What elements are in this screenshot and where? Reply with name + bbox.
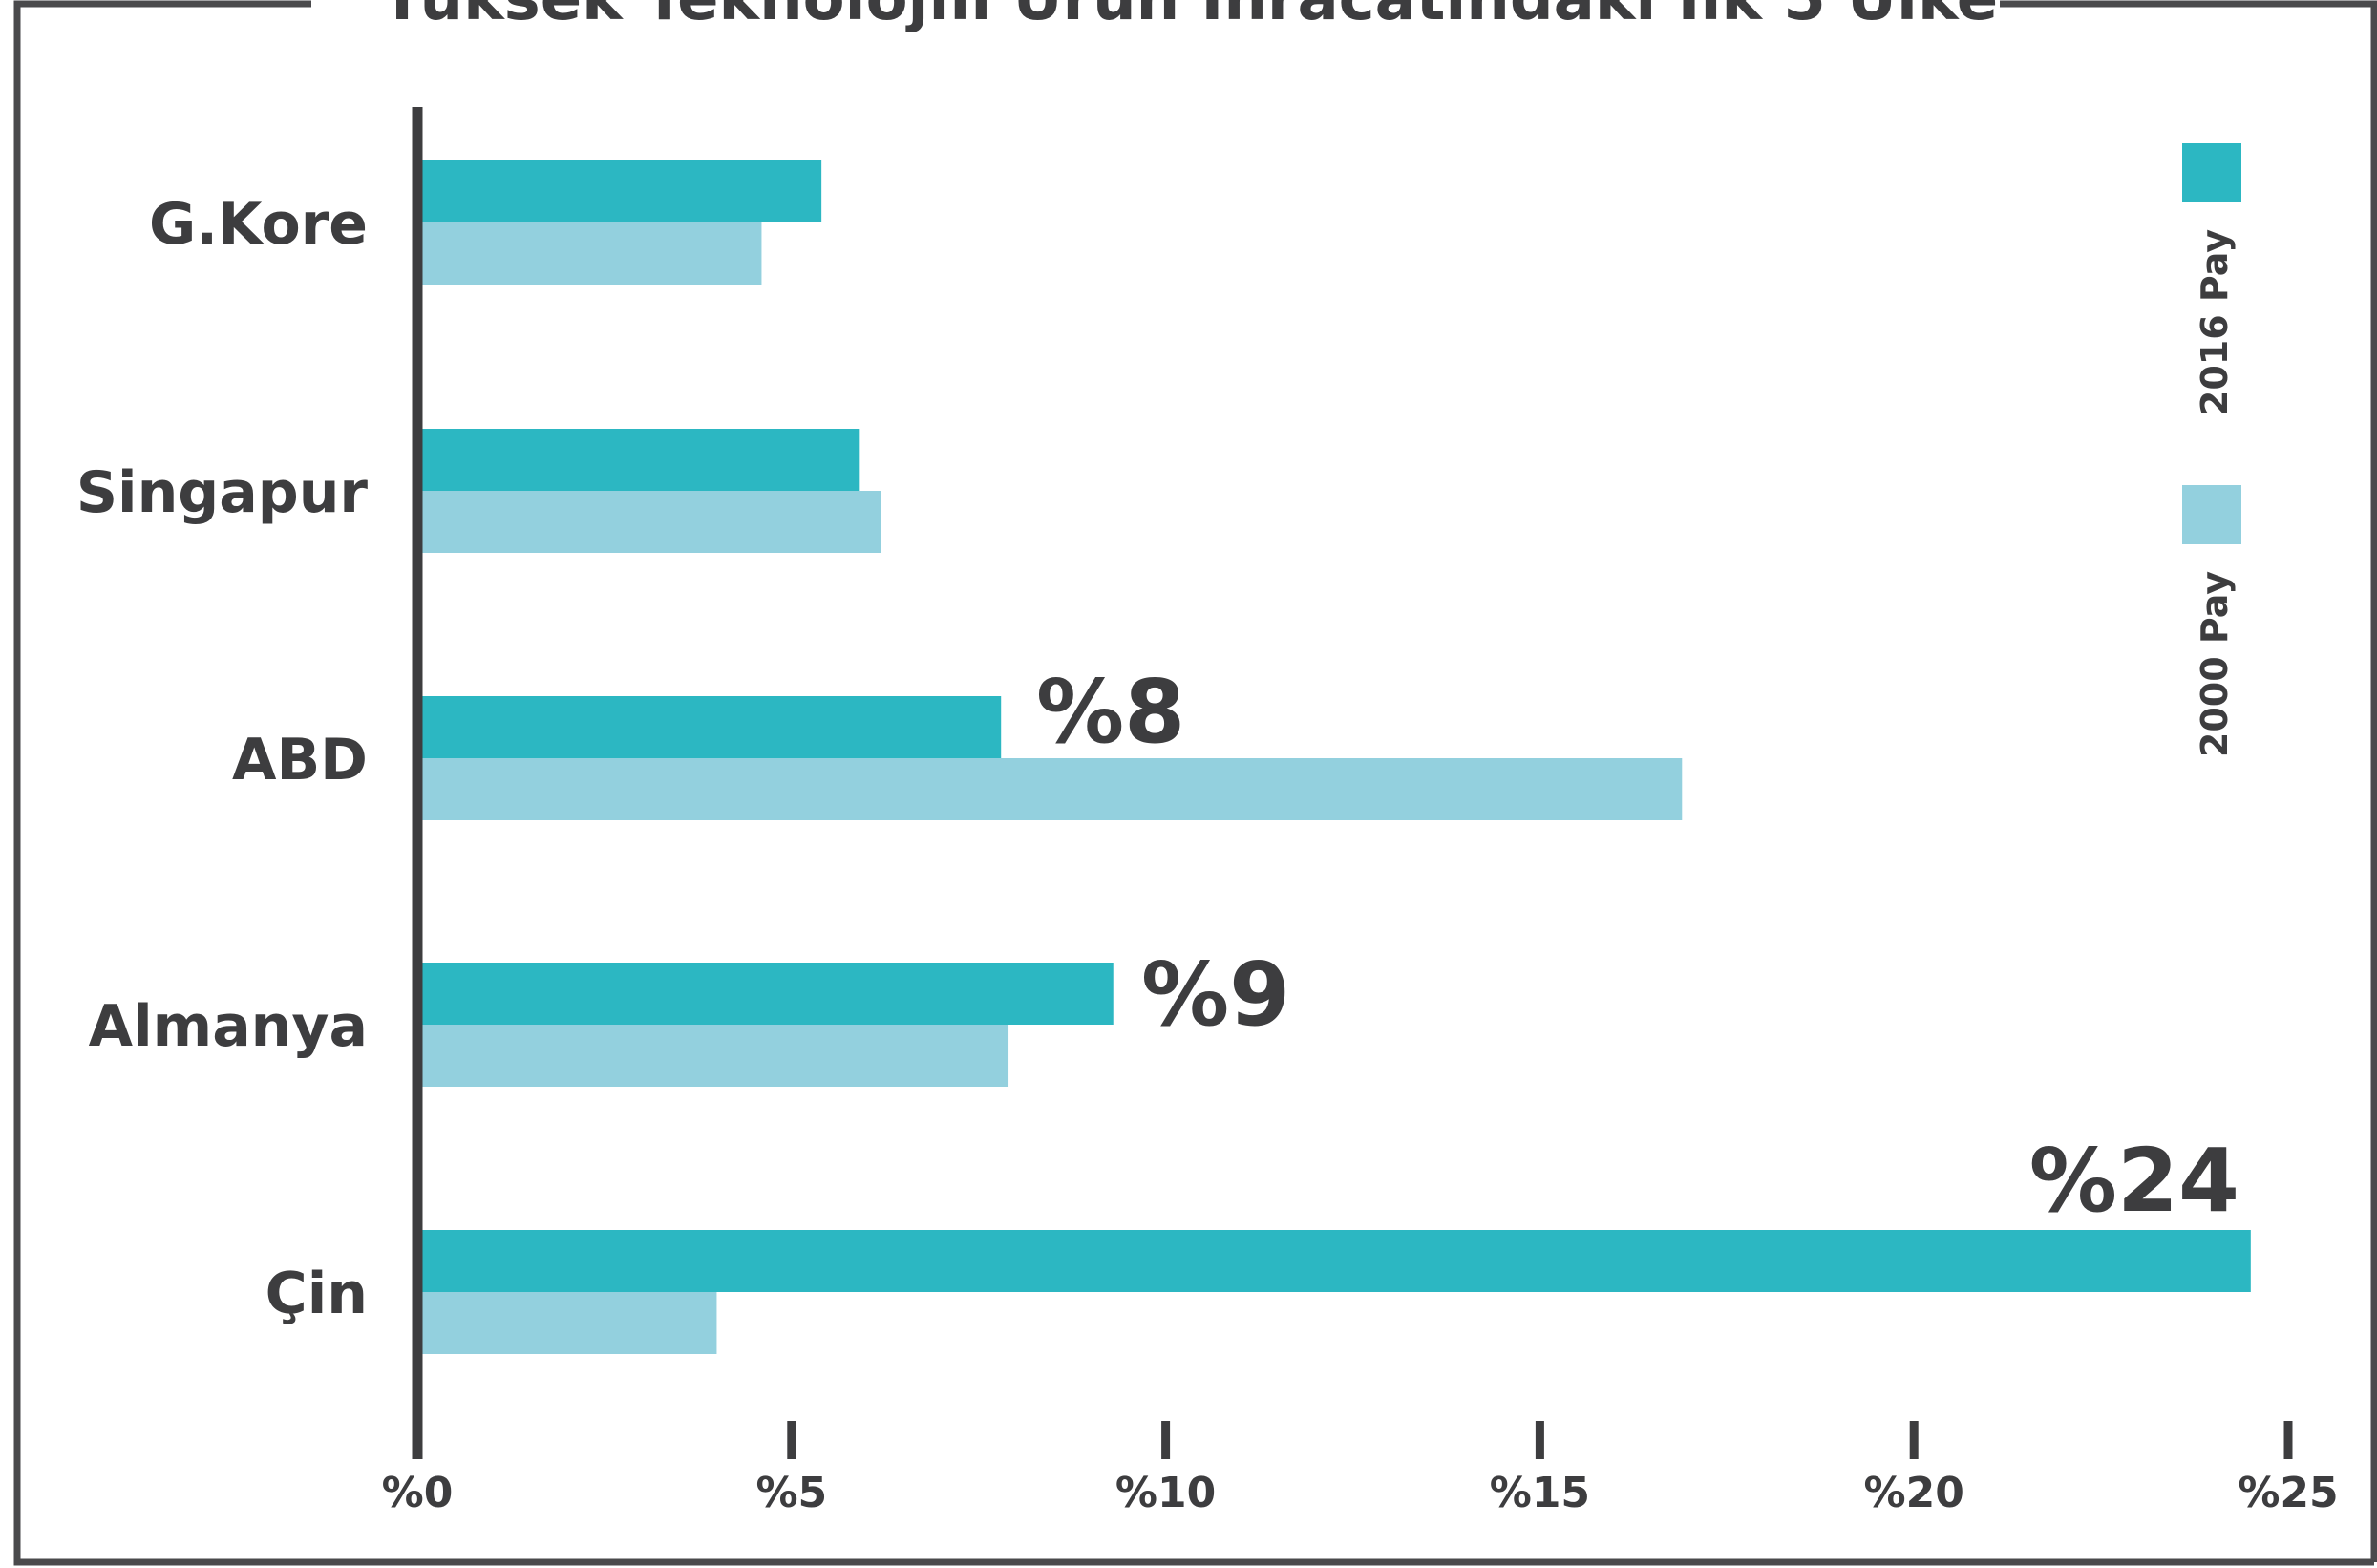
- legend-label: 2000 Pay: [2194, 571, 2236, 757]
- x-tick-label: %15: [1490, 1469, 1590, 1517]
- legend-swatch: [2182, 143, 2241, 202]
- bars-group: [417, 160, 2251, 1354]
- x-tick-label: %10: [1115, 1469, 1216, 1517]
- annotation-label: %8: [1036, 661, 1185, 763]
- chart-frame-border-right: [2000, 0, 2377, 1562]
- x-tick-label: %0: [382, 1469, 454, 1517]
- bar-2016-2: [417, 696, 1002, 758]
- annotation-label: %24: [2029, 1130, 2239, 1232]
- x-axis-ticks: %0 %5 %10 %15 %20 %25: [382, 1421, 2339, 1517]
- bar-2016-4: [417, 1230, 2251, 1292]
- category-labels: G.Kore Singapur ABD Almanya Çin: [76, 191, 369, 1327]
- bar-2000-3: [417, 1025, 1009, 1087]
- legend-swatch: [2182, 485, 2241, 544]
- category-label: ABD: [232, 727, 368, 794]
- chart-frame-border-left: [13, 0, 2374, 1566]
- legend: 2016 Pay 2000 Pay: [2182, 143, 2241, 757]
- category-label: Singapur: [76, 459, 369, 526]
- bar-2016-1: [417, 429, 860, 491]
- x-tick-label: %25: [2238, 1469, 2338, 1517]
- bar-2016-3: [417, 963, 1114, 1025]
- bar-2000-0: [417, 222, 762, 285]
- category-label: G.Kore: [149, 191, 368, 258]
- bar-2000-2: [417, 758, 1683, 820]
- category-label: Çin: [265, 1261, 368, 1327]
- annotation-label: %9: [1141, 943, 1290, 1046]
- x-tick-label: %20: [1864, 1469, 1964, 1517]
- legend-label: 2016 Pay: [2194, 229, 2236, 415]
- chart-title: Yüksek Teknolojili Ürün İhracatındaki İl…: [379, 0, 1998, 34]
- x-tick-label: %5: [755, 1469, 827, 1517]
- bar-2016-0: [417, 160, 822, 222]
- bar-2000-4: [417, 1292, 717, 1354]
- bar-2000-1: [417, 491, 881, 553]
- data-annotations: %8 %9 %24: [1036, 661, 2239, 1232]
- category-label: Almanya: [89, 993, 368, 1060]
